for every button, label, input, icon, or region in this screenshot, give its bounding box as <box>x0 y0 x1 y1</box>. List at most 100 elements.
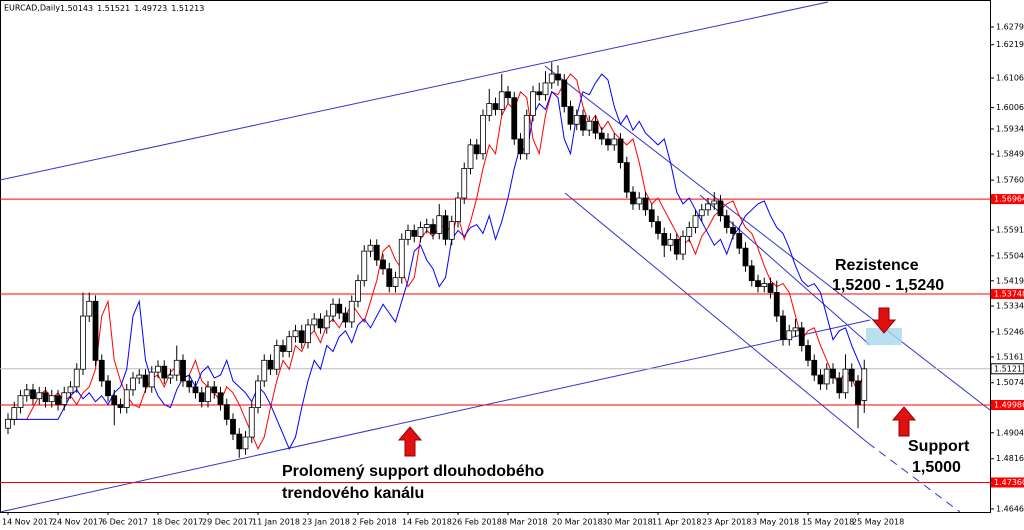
candle-body <box>748 265 755 282</box>
x-tick-label: 11 Jan 2018 <box>252 518 300 527</box>
candle-body <box>580 114 586 131</box>
candle-body <box>61 392 68 405</box>
candle-body <box>686 227 693 237</box>
candle-body <box>692 215 699 228</box>
candle-body <box>436 215 443 234</box>
candle-body <box>761 283 768 287</box>
candle-body <box>667 238 674 246</box>
candle-body <box>230 418 236 435</box>
candle-body <box>117 404 124 408</box>
candle-body <box>330 303 336 317</box>
candle-body <box>30 389 36 400</box>
candle-body <box>5 418 11 429</box>
y-tick-label: 1.58490 <box>996 150 1024 159</box>
arrow-up <box>891 406 917 437</box>
candle-body <box>742 247 749 267</box>
annotation: 1,5000 <box>912 459 961 476</box>
candle-body <box>73 368 80 388</box>
candle-body <box>523 114 530 155</box>
candle-body <box>598 132 605 140</box>
candle-body <box>517 138 524 155</box>
candle-body <box>561 79 568 107</box>
candle-body <box>273 345 280 370</box>
y-tick-label: 1.62795 <box>996 23 1024 32</box>
candle-body <box>430 224 436 234</box>
candle-body <box>280 345 286 352</box>
candle-body <box>111 395 118 405</box>
y-tick-label: 1.51615 <box>996 352 1024 361</box>
candle-body <box>55 395 61 405</box>
candle-body <box>636 197 643 205</box>
candle-body <box>136 374 143 379</box>
candle-body <box>673 238 680 255</box>
candle-body <box>830 368 836 379</box>
candle-body <box>573 114 580 125</box>
candle-body <box>623 162 630 193</box>
candle-body <box>448 221 455 240</box>
candle-body <box>680 235 686 255</box>
candle-body <box>805 345 811 361</box>
candle-body <box>205 386 211 403</box>
y-tick-label: 1.53340 <box>996 302 1024 311</box>
x-tick-label: 14 Feb 2018 <box>402 518 452 527</box>
x-tick-label: 3 May 2018 <box>752 518 799 527</box>
candle-body <box>123 389 130 408</box>
candle-body <box>486 103 493 116</box>
candle-body <box>811 359 818 376</box>
header-value: 1.50143 <box>60 4 93 13</box>
candle-body <box>842 368 849 394</box>
candle-body <box>661 233 668 246</box>
y-tick-label: 1.54195 <box>996 276 1024 285</box>
candle-body <box>480 114 486 155</box>
candle-body <box>267 359 274 370</box>
candle-body <box>80 315 86 370</box>
arrow-up <box>397 426 423 457</box>
candle-body <box>236 433 243 450</box>
candle-body <box>405 230 411 240</box>
y-tick-label: 1.50740 <box>996 378 1024 387</box>
candle-body <box>630 191 636 205</box>
candle-body <box>67 386 74 394</box>
candle-body <box>723 215 730 228</box>
x-tick-label: 20 Mar 2018 <box>552 518 603 527</box>
candle-body <box>786 330 793 341</box>
candle-body <box>336 303 343 314</box>
candle-body <box>655 221 661 234</box>
annotation: trendového kanálu <box>282 485 424 502</box>
candle-body <box>255 380 261 408</box>
candle-body <box>367 244 374 252</box>
candle-body <box>861 368 868 401</box>
level-box <box>991 399 1024 410</box>
candle-body <box>211 386 218 394</box>
x-tick-label: 15 May 2018 <box>802 518 854 527</box>
resistance-zone <box>866 328 902 345</box>
annotation: Rezistence <box>835 257 919 274</box>
candle-body <box>317 318 324 329</box>
x-tick-label: 18 Dec 2017 <box>152 518 203 527</box>
level-label: 1.49986 <box>994 400 1024 409</box>
candle-body <box>467 144 474 169</box>
candle-body <box>836 377 843 394</box>
candle-body <box>130 377 136 391</box>
y-tick-label: 1.52465 <box>996 327 1024 336</box>
candle-body <box>798 327 805 346</box>
candle-body <box>730 227 736 234</box>
y-tick-label: 1.48165 <box>996 454 1024 463</box>
candle-body <box>592 120 599 134</box>
candle-body <box>248 407 255 438</box>
candle-body <box>848 368 855 382</box>
y-tick-label: 1.46465 <box>996 504 1024 513</box>
candle-body <box>155 365 161 373</box>
candle-body <box>736 233 743 249</box>
candle-body <box>642 197 649 211</box>
y-tick-label: 1.59340 <box>996 124 1024 133</box>
x-tick-label: 26 Feb 2018 <box>452 518 502 527</box>
candle-body <box>348 300 355 323</box>
candle-body <box>792 327 799 332</box>
down-channel-lower-ext <box>867 442 961 513</box>
candle-body <box>173 359 180 376</box>
candle-body <box>417 227 424 237</box>
candle-body <box>605 138 611 146</box>
x-tick-label: 24 Nov 2017 <box>52 518 103 527</box>
